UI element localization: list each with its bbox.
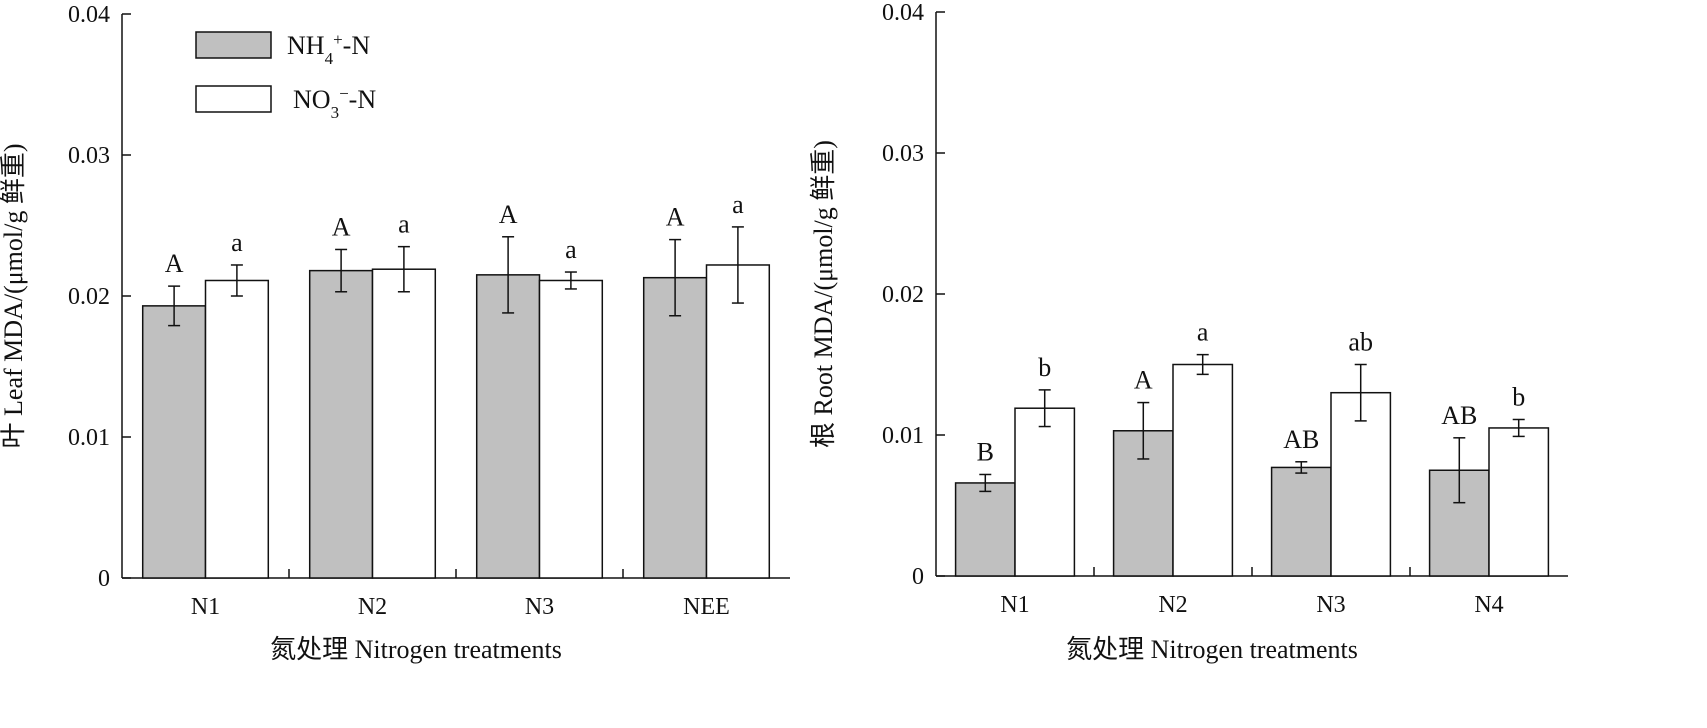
root-x-tick-label: N2 [1158, 592, 1187, 618]
leaf-bar-ammonium [475, 274, 541, 579]
leaf-bar-nitrate [538, 279, 604, 579]
leaf-x-tick-label: N2 [358, 594, 387, 620]
leaf-significance-label-ammonium: A [499, 200, 518, 229]
leaf-bar-ammonium [141, 305, 207, 579]
leaf-significance-label-nitrate: a [732, 190, 744, 219]
legend-swatch-ammonium [195, 31, 272, 59]
legend-label-nitrate: NO3−-N [293, 84, 376, 122]
leaf-significance-label-nitrate: a [231, 228, 243, 257]
root-y-tick-label: 0.01 [882, 423, 924, 449]
root-significance-label-nitrate: b [1038, 353, 1051, 382]
root-x-tick-label: N4 [1474, 592, 1503, 618]
leaf-bar-ammonium [642, 276, 708, 579]
root-significance-label-ammonium: AB [1283, 425, 1319, 454]
leaf-significance-label-nitrate: a [565, 235, 577, 264]
leaf-bar-nitrate [371, 268, 437, 579]
leaf-bar-ammonium [308, 269, 374, 579]
root-x-axis-title: 氮处理 Nitrogen treatments [1066, 635, 1358, 664]
leaf-y-tick-label: 0.01 [68, 425, 110, 451]
leaf-mda-panel: 0 0.01 0.02 0.03 0.04 N1 Aa N2 A a N3 Aa NEE A a 氮处理 Ni… [0, 2, 790, 664]
root-y-tick-label: 0.02 [882, 282, 924, 308]
leaf-y-tick-label: 0 [98, 566, 110, 592]
root-significance-label-nitrate: a [1197, 318, 1209, 347]
leaf-x-axis-title: 氮处理 Nitrogen treatments [270, 635, 562, 664]
root-bar-ammonium [954, 482, 1016, 577]
root-y-tick-label: 0.03 [882, 141, 924, 167]
leaf-significance-label-ammonium: A [332, 212, 351, 241]
leaf-x-tick-label: N1 [191, 594, 220, 620]
root-y-tick-label: 0 [912, 564, 924, 590]
leaf-significance-label-ammonium: A [165, 249, 184, 278]
leaf-significance-label-nitrate: a [398, 210, 410, 239]
root-bar-nitrate [1172, 363, 1234, 577]
root-significance-label-nitrate: b [1512, 382, 1525, 411]
root-x-tick-label: N3 [1316, 592, 1345, 618]
root-bar-nitrate [1330, 391, 1392, 577]
legend: NH4+-N NO3−-N [195, 30, 376, 122]
leaf-x-tick-label: NEE [683, 594, 730, 620]
root-y-axis-title: 根 Root MDA/(μmol/g 鲜重) [809, 140, 838, 448]
root-significance-label-ammonium: A [1134, 366, 1153, 395]
root-significance-label-ammonium: B [977, 437, 994, 466]
root-bar-ammonium [1270, 466, 1332, 577]
root-significance-label-ammonium: AB [1441, 401, 1477, 430]
leaf-y-axis-title: 叶 Leaf MDA/(μmol/g 鲜重) [0, 144, 28, 449]
root-mda-panel: 0 0.01 0.02 0.03 0.04 N1 Bb N2 Aa N3 AB ab N4 AB b 氮处理 … [809, 0, 1568, 664]
root-bar-nitrate [1488, 427, 1550, 577]
root-y-tick-label: 0.04 [882, 0, 924, 26]
leaf-y-tick-label: 0.03 [68, 143, 110, 169]
legend-label-ammonium: NH4+-N [287, 30, 370, 68]
root-bar-nitrate [1014, 407, 1076, 577]
legend-swatch-nitrate [195, 85, 272, 113]
leaf-bar-nitrate [204, 279, 270, 579]
leaf-y-tick-label: 0.02 [68, 284, 110, 310]
leaf-x-tick-label: N3 [525, 594, 554, 620]
root-x-tick-label: N1 [1000, 592, 1029, 618]
leaf-significance-label-ammonium: A [666, 203, 685, 232]
root-significance-label-nitrate: ab [1348, 328, 1373, 357]
leaf-bar-nitrate [705, 264, 771, 579]
leaf-y-tick-label: 0.04 [68, 2, 110, 28]
